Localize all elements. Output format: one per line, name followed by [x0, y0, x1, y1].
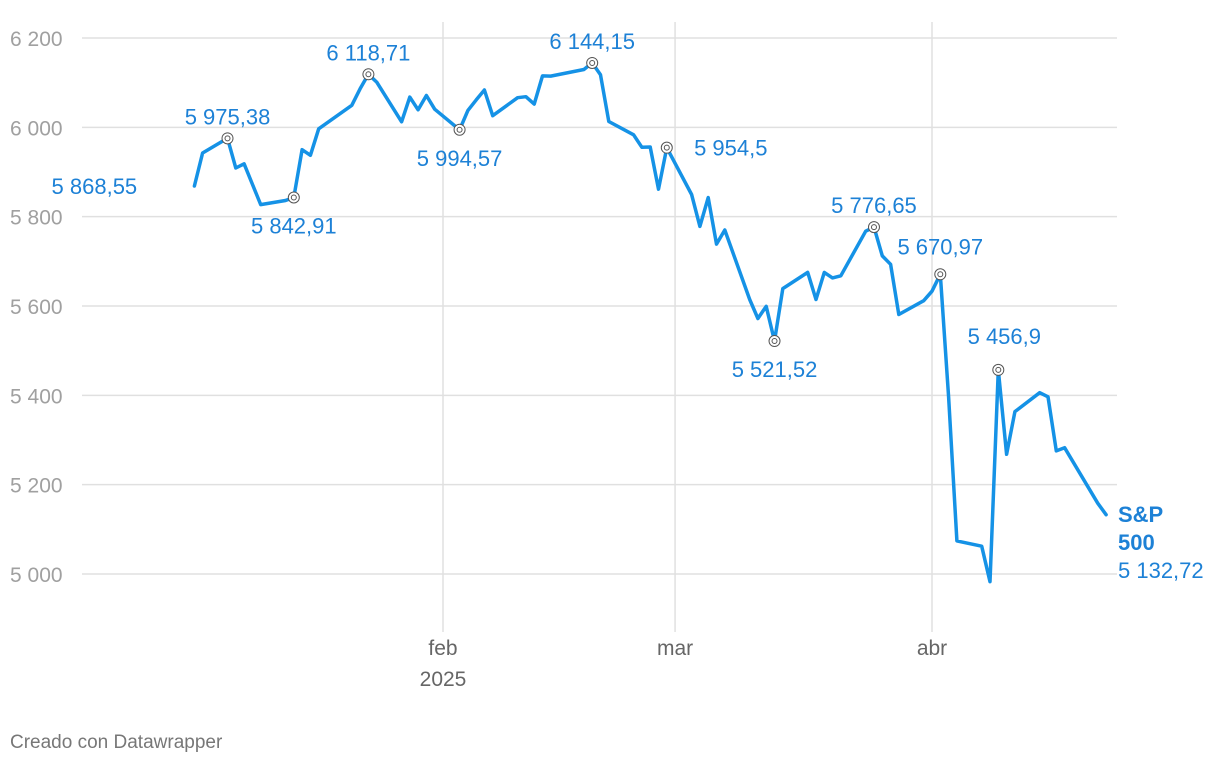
data-label: 5 521,52	[732, 357, 818, 382]
x-tick-sublabel: 2025	[420, 668, 467, 691]
series-label: S&P 500 5 132,72	[1118, 502, 1204, 583]
annotation-marker-inner	[995, 366, 1002, 373]
annotation-markers	[221, 56, 1005, 376]
series-last-value-label: 5 132,72	[1118, 558, 1204, 583]
series-lines	[192, 61, 1108, 584]
series-name-label-line2: 500	[1118, 530, 1155, 555]
annotation-marker-inner	[456, 126, 463, 133]
annotation-marker-inner	[771, 338, 778, 345]
y-tick-label: 6 000	[10, 117, 63, 140]
x-tick-label: feb	[428, 637, 457, 660]
y-tick-label: 5 000	[10, 564, 63, 587]
data-label: 5 868,55	[52, 174, 138, 199]
annotation-marker	[221, 132, 234, 145]
annotation-marker	[867, 221, 880, 234]
annotation-marker	[453, 123, 466, 136]
data-label: 5 670,97	[897, 234, 983, 259]
x-axis: feb 2025 mar abr	[420, 637, 948, 691]
annotation-marker-inner	[224, 135, 231, 142]
data-label: 6 118,71	[326, 40, 410, 65]
annotation-marker	[768, 335, 781, 348]
data-label: 5 842,91	[251, 214, 337, 239]
annotation-marker	[660, 141, 673, 154]
data-label: 6 144,15	[549, 29, 635, 54]
annotation-marker-inner	[870, 224, 877, 231]
data-label: 5 954,5	[694, 136, 767, 161]
data-label: 5 994,57	[417, 146, 503, 171]
annotation-marker-inner	[589, 59, 596, 66]
series-name-label-line1: S&P	[1118, 502, 1163, 527]
annotation-marker-inner	[365, 71, 372, 78]
data-label: 5 975,38	[185, 104, 271, 129]
data-label: 5 456,9	[968, 324, 1041, 349]
annotation-marker-inner	[663, 144, 670, 151]
data-labels: 5 868,55 5 975,38 5 842,91 6 118,71 5 994,57…	[52, 29, 1041, 382]
annotation-marker	[934, 268, 947, 281]
annotation-marker-inner	[290, 194, 297, 201]
x-tick-label: abr	[917, 637, 947, 660]
y-tick-label: 6 200	[10, 28, 63, 51]
annotation-marker-inner	[937, 271, 944, 278]
annotation-marker	[586, 56, 599, 69]
y-tick-label: 5 400	[10, 385, 63, 408]
footer-credit: Creado con Datawrapper	[10, 732, 223, 753]
annotation-marker	[287, 191, 300, 204]
y-tick-label: 5 800	[10, 207, 63, 230]
annotation-marker	[992, 363, 1005, 376]
annotation-marker	[362, 68, 375, 81]
y-tick-label: 5 600	[10, 296, 63, 319]
y-axis: 6 200 6 000 5 800 5 600 5 400 5 200 5 000	[10, 28, 63, 587]
x-tick-label: mar	[657, 637, 693, 660]
y-tick-label: 5 200	[10, 475, 63, 498]
series-line-sp500	[192, 61, 1108, 584]
data-label: 5 776,65	[831, 193, 917, 218]
line-chart: 6 200 6 000 5 800 5 600 5 400 5 200 5 000 feb 2…	[10, 22, 1204, 691]
chart-grid	[82, 22, 1117, 632]
